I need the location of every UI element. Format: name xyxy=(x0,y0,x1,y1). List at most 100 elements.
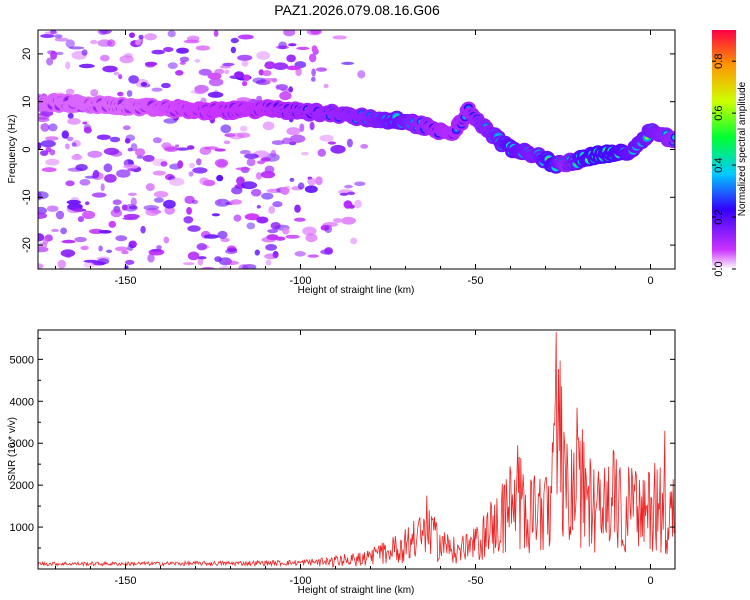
noise-blob xyxy=(48,123,58,132)
noise-blob xyxy=(117,91,124,97)
noise-blob xyxy=(214,158,229,168)
noise-blob xyxy=(66,136,74,142)
noise-blob xyxy=(188,162,195,169)
noise-blob xyxy=(230,46,237,54)
noise-blob xyxy=(265,244,277,251)
noise-blob xyxy=(54,37,69,42)
noise-blob xyxy=(256,51,271,60)
noise-blob xyxy=(276,84,288,91)
noise-blob xyxy=(112,199,122,205)
noise-blob xyxy=(38,233,45,242)
noise-blob xyxy=(188,171,194,177)
noise-blob xyxy=(252,77,266,84)
noise-blob xyxy=(302,226,317,236)
noise-blob xyxy=(332,35,348,40)
noise-blob xyxy=(60,227,67,235)
noise-blob xyxy=(261,236,276,243)
noise-blob xyxy=(71,142,77,147)
noise-blob xyxy=(256,160,266,165)
noise-blob xyxy=(260,157,271,162)
noise-blob xyxy=(354,181,366,187)
noise-blob xyxy=(60,249,76,258)
noise-blob xyxy=(283,30,296,37)
noise-blob xyxy=(135,148,146,157)
noise-blob xyxy=(330,144,346,154)
noise-blob xyxy=(143,205,159,211)
noise-blob xyxy=(128,75,139,84)
noise-blob xyxy=(40,140,56,148)
x-tick-label: 0 xyxy=(647,275,653,287)
noise-blob xyxy=(72,208,87,212)
noise-blob xyxy=(144,33,157,41)
noise-blob xyxy=(108,220,117,228)
noise-blob xyxy=(294,204,301,213)
noise-blob xyxy=(254,249,260,256)
x-tick-label: 0 xyxy=(647,575,653,587)
noise-blob xyxy=(230,199,242,205)
noise-blob xyxy=(80,245,89,251)
noise-blob xyxy=(208,78,224,87)
noise-blob xyxy=(222,62,235,67)
noise-blob xyxy=(65,61,71,70)
noise-blob xyxy=(96,134,111,140)
noise-blob xyxy=(65,39,75,48)
noise-blob xyxy=(67,112,74,119)
noise-blob xyxy=(239,125,248,132)
noise-blob xyxy=(256,205,261,209)
noise-blob xyxy=(77,216,84,223)
noise-blob xyxy=(213,30,219,37)
x-tick-label: -100 xyxy=(289,575,311,587)
noise-blob xyxy=(82,121,88,125)
noise-blob xyxy=(186,207,193,215)
noise-blob xyxy=(289,177,295,182)
noise-blob xyxy=(258,69,264,76)
noise-blob xyxy=(82,210,96,220)
noise-blob xyxy=(83,262,96,268)
noise-blob xyxy=(238,264,249,269)
noise-blob xyxy=(323,83,329,89)
noise-blob xyxy=(288,86,294,93)
x-tick-label: -150 xyxy=(114,275,136,287)
noise-blob xyxy=(239,150,251,155)
noise-blob xyxy=(327,141,336,145)
noise-blob xyxy=(207,91,224,98)
noise-blob xyxy=(64,143,70,150)
noise-blob xyxy=(46,205,59,212)
noise-blob xyxy=(196,243,208,251)
spectrogram-x-label: Height of straight line (km) xyxy=(298,285,415,296)
noise-blob xyxy=(264,253,278,260)
spectrogram-y-ticks: -20 -10 0 10 20 xyxy=(21,48,675,253)
noise-blob xyxy=(127,168,135,172)
noise-blob xyxy=(45,158,60,166)
noise-blob xyxy=(285,234,300,239)
noise-blob xyxy=(92,169,100,179)
noise-blob xyxy=(175,70,184,76)
noise-blob xyxy=(344,184,353,189)
noise-blob xyxy=(83,126,92,134)
noise-blob xyxy=(125,259,135,265)
noise-blob xyxy=(214,198,230,207)
noise-blob xyxy=(145,183,155,192)
noise-blob xyxy=(219,266,231,269)
noise-blob xyxy=(207,72,222,80)
noise-blob xyxy=(97,30,108,35)
noise-blob xyxy=(286,54,296,63)
noise-blob xyxy=(87,150,103,158)
noise-blob xyxy=(90,89,98,94)
noise-blob xyxy=(156,245,162,250)
noise-blob xyxy=(278,41,287,50)
noise-blob xyxy=(176,47,189,54)
noise-blob xyxy=(238,34,254,40)
spectrogram-x-ticks: -150 -100 -50 0 xyxy=(55,30,654,287)
noise-blob xyxy=(38,117,50,123)
snr-y-label: SNR (10 * v/v) xyxy=(7,417,18,481)
noise-blob xyxy=(106,249,113,253)
noise-blob xyxy=(104,174,117,183)
noise-blob xyxy=(299,123,305,132)
y-tick-label: 10 xyxy=(21,96,33,108)
noise-blob xyxy=(160,161,168,167)
noise-blob xyxy=(341,216,356,225)
noise-blob xyxy=(274,236,286,241)
noise-blob xyxy=(262,70,272,77)
